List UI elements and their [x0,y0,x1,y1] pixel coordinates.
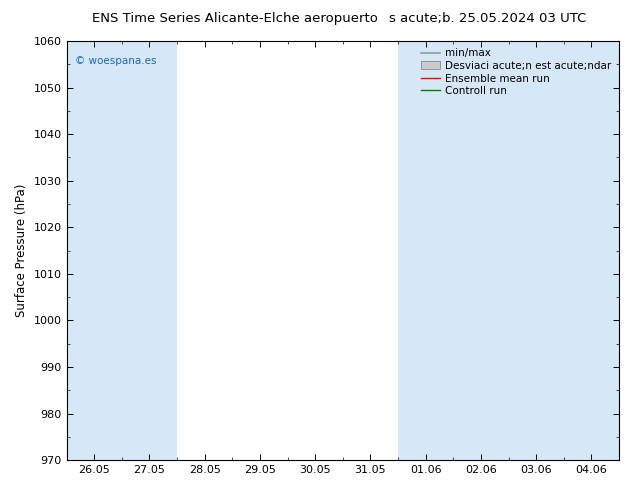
Legend: min/max, Desviaci acute;n est acute;ndar, Ensemble mean run, Controll run: min/max, Desviaci acute;n est acute;ndar… [420,46,614,98]
Bar [564,41,619,460]
Bar [453,41,508,460]
Text: © woespana.es: © woespana.es [75,56,157,66]
Bar [122,41,177,460]
Y-axis label: Surface Pressure (hPa): Surface Pressure (hPa) [15,184,28,318]
Bar [398,41,453,460]
Bar [508,41,564,460]
Text: s acute;b. 25.05.2024 03 UTC: s acute;b. 25.05.2024 03 UTC [389,12,587,25]
Text: ENS Time Series Alicante-Elche aeropuerto: ENS Time Series Alicante-Elche aeropuert… [92,12,377,25]
Bar [67,41,122,460]
